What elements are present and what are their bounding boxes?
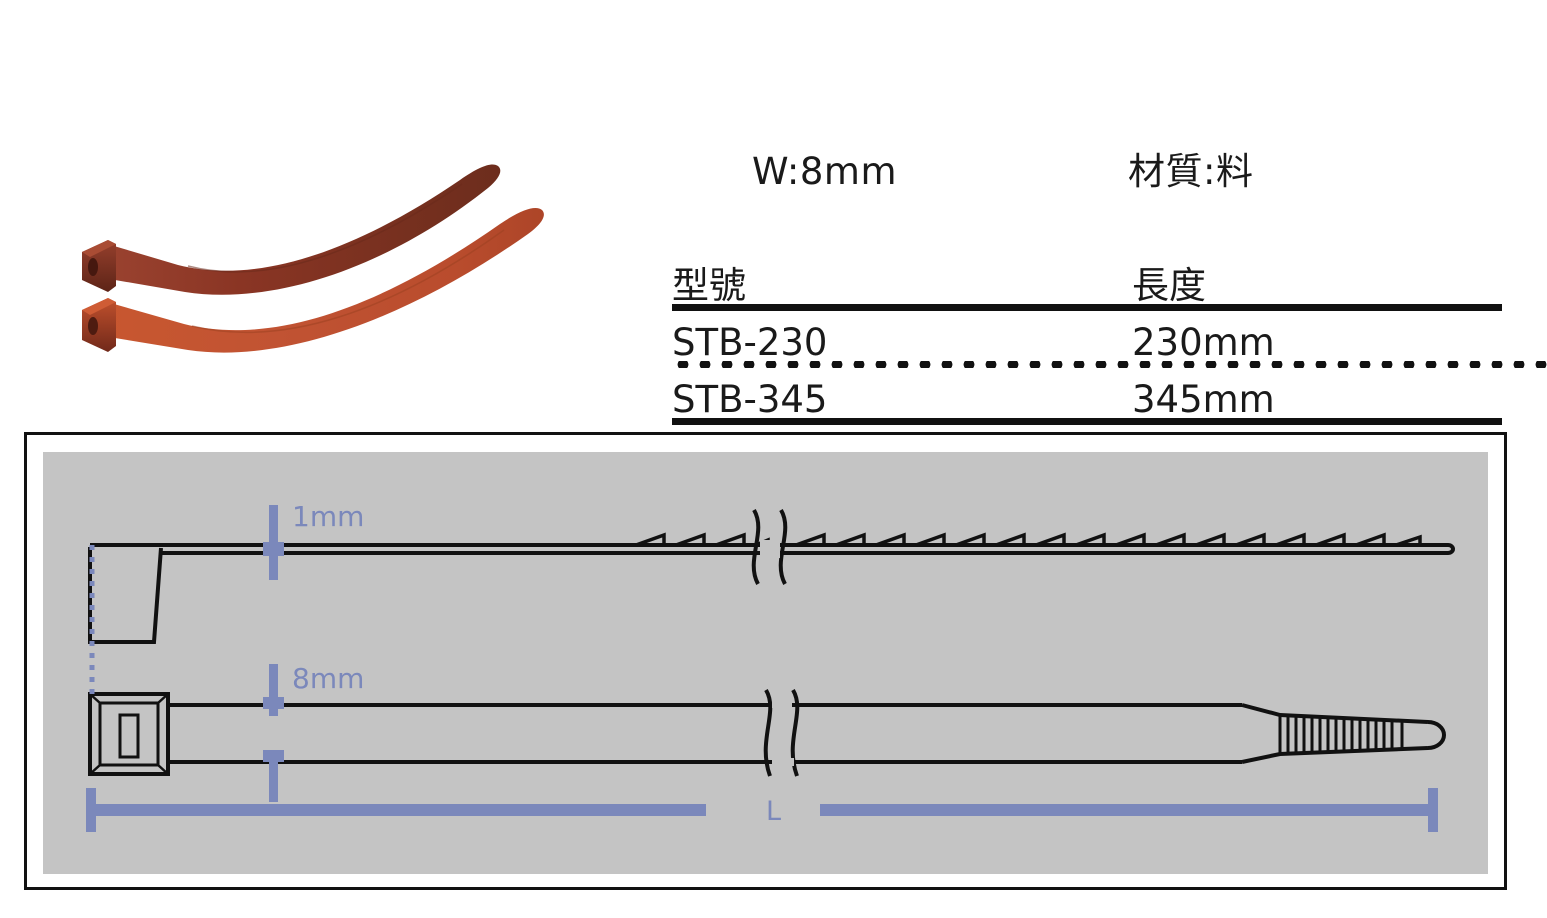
table-header-row: 型號 長度 — [672, 258, 1527, 304]
table-rule-dotted — [672, 361, 1547, 368]
dimension-length — [86, 788, 1438, 832]
material-spec-label: 材質:料 — [1128, 150, 1254, 193]
break-gap-mask-side — [760, 540, 780, 558]
head-top-view — [88, 692, 170, 776]
cell-model: STB-230 — [672, 321, 828, 364]
table-row: STB-230 230mm — [672, 311, 1527, 361]
top-view — [88, 688, 1446, 777]
width-spec-label: W:8mm — [752, 150, 898, 193]
column-header-model: 型號 — [672, 264, 746, 307]
cable-tie-lower — [82, 207, 544, 353]
product-photo — [60, 140, 600, 390]
grip-ribs — [1286, 717, 1394, 753]
serrations-right — [795, 532, 1422, 547]
head-slot — [118, 713, 140, 759]
width-dimension-label: 8mm — [292, 662, 365, 695]
cell-length: 230mm — [1132, 321, 1275, 364]
strap-side-tip — [1447, 543, 1455, 555]
drawing-background — [43, 452, 1488, 874]
length-dimension-label: L — [766, 796, 782, 827]
head-side-profile — [88, 547, 163, 644]
cell-model: STB-345 — [672, 378, 828, 421]
technical-drawing-svg — [86, 505, 1455, 832]
dimension-thickness — [263, 505, 284, 580]
cable-tie-photo-svg — [82, 164, 544, 353]
column-header-length: 長度 — [1132, 264, 1206, 307]
cable-tie-upper — [82, 164, 501, 295]
dimension-width — [263, 664, 284, 802]
tail-tip — [1427, 720, 1446, 750]
side-view — [88, 508, 1455, 644]
thickness-dimension-label: 1mm — [292, 500, 365, 533]
break-symbol-side — [751, 508, 788, 585]
table-rule-top — [672, 304, 1502, 311]
cell-length: 345mm — [1132, 378, 1275, 421]
break-symbol-top — [763, 688, 800, 777]
table-row: STB-345 345mm — [672, 368, 1527, 418]
spec-table: 型號 長度 STB-230 230mm STB-345 345mm — [672, 258, 1547, 425]
table-rule-bottom — [672, 418, 1502, 425]
